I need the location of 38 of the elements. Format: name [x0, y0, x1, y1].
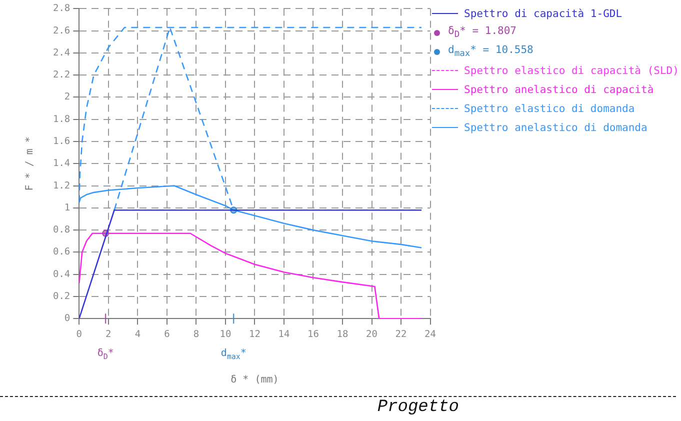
y-tick-label: 1: [64, 202, 70, 214]
y-tick-label: 2.2: [52, 70, 70, 81]
x-tick-label: 22: [395, 328, 407, 340]
x-tick-label: 2: [106, 328, 112, 340]
y-tick-label: 0.8: [52, 224, 70, 236]
x-tick-label: 4: [134, 328, 141, 340]
y-tick-label: 2.6: [52, 25, 70, 36]
x-tick-label: 20: [366, 328, 378, 340]
x-tick-label: 16: [308, 328, 320, 340]
legend-label: Spettro anelastico di capacità: [464, 84, 654, 96]
x-tick-label: 24: [424, 328, 436, 340]
y-tick-label: 1.4: [52, 158, 70, 170]
y-tick-label: 1.2: [52, 180, 70, 192]
y-tick-label: 0.6: [52, 246, 70, 258]
x-tick-label: 14: [278, 328, 290, 340]
x-tick-label: 10: [220, 328, 232, 340]
x-tick-label: 0: [76, 328, 82, 340]
legend-label: δ$_{D}$* = 1.807: [448, 24, 517, 40]
y-tick-label: 0.4: [52, 268, 70, 280]
y-tick-label: 2: [64, 92, 70, 103]
y-tick-label: 1.6: [52, 136, 70, 147]
x-tick-label: 6: [164, 328, 170, 340]
x-tick-label: 8: [193, 328, 200, 340]
x-axis-title: δ * (mm): [230, 374, 279, 386]
y-tick-label: 2.4: [52, 47, 70, 58]
y-tick-label: 0.2: [52, 290, 70, 302]
y-tick-label: 0: [64, 313, 70, 324]
x-tick-label: 12: [248, 328, 260, 340]
y-axis-title: F * / m *: [24, 136, 36, 191]
y-tick-label: 1.8: [52, 114, 70, 125]
y-tick-label: 2.8: [52, 3, 70, 14]
text: Progetto: [377, 398, 459, 417]
x-tick-label: 18: [336, 328, 348, 340]
legend-label: Spettro di capacità 1-GDL: [464, 8, 622, 20]
legend-label: Spettro elastico di capacità (SLD): [464, 64, 679, 76]
legend-label: Spettro anelastico di domanda: [464, 122, 648, 134]
legend-label: Spettro elastico di domanda: [464, 102, 635, 114]
legend-label: d$_{max}$* = 10.558: [448, 44, 534, 60]
